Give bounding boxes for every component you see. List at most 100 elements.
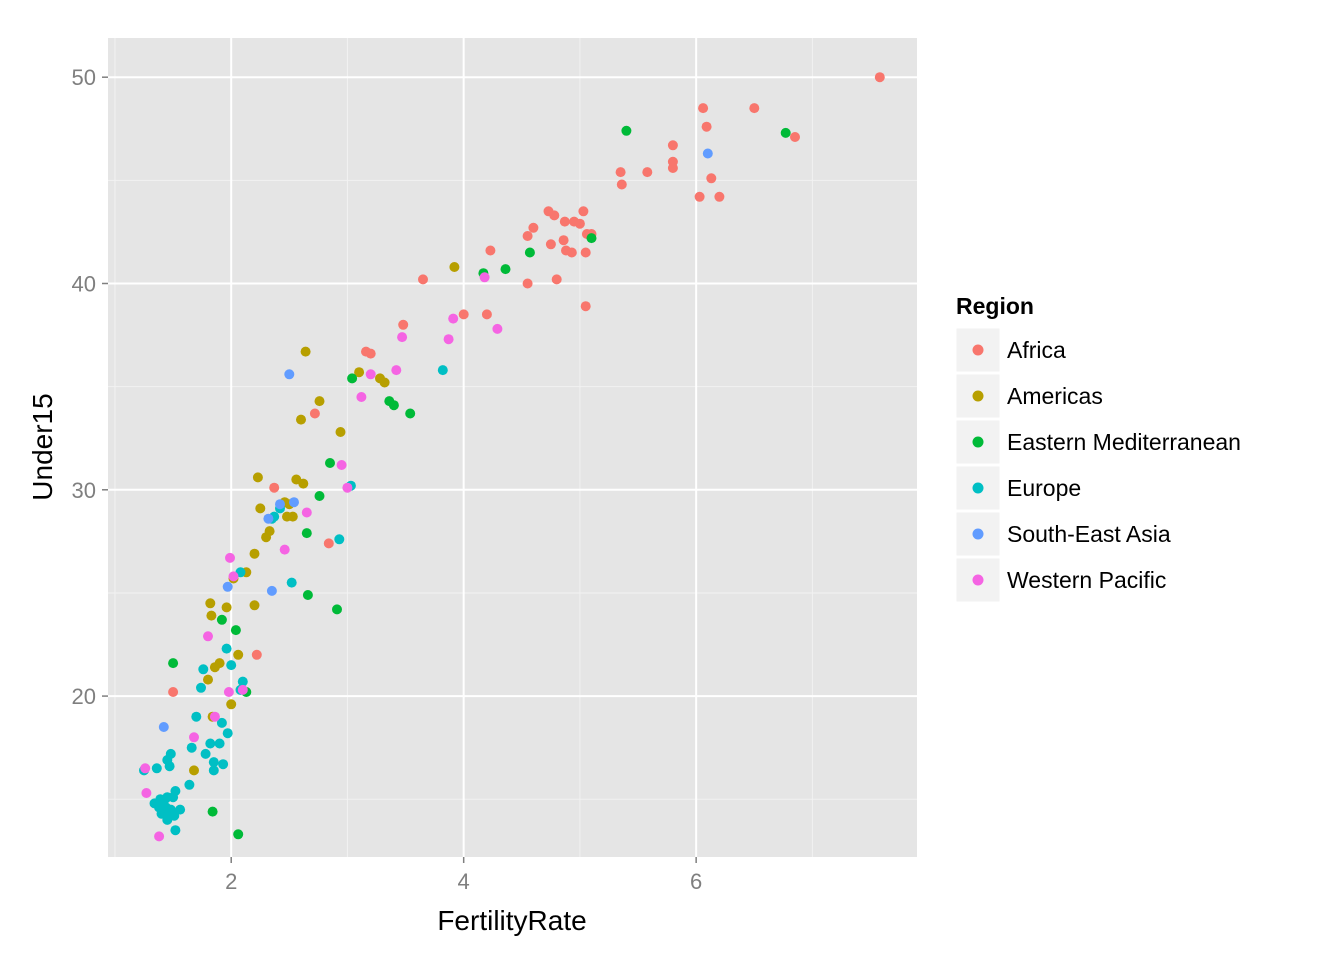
point-africa [458, 309, 469, 320]
point-africa [269, 482, 280, 493]
point-western-pacific [342, 482, 353, 493]
point-western-pacific [140, 763, 151, 774]
legend-label-western-pacific: Western Pacific [1007, 567, 1166, 593]
point-americas [449, 262, 460, 272]
point-africa [642, 167, 653, 178]
point-africa [559, 216, 570, 227]
point-western-pacific [223, 687, 234, 697]
x-tick-label: 4 [458, 869, 470, 894]
legend-label-europe: Europe [1007, 475, 1081, 501]
point-eastern-mediterranean [233, 829, 244, 840]
point-americas [249, 600, 260, 611]
point-americas [298, 478, 309, 489]
minor-gridlines [108, 38, 917, 857]
legend-key-western-pacific [955, 557, 1001, 603]
point-eastern-mediterranean [586, 233, 597, 244]
point-africa [309, 408, 320, 419]
y-tick-label: 30 [72, 478, 96, 503]
point-eastern-mediterranean [301, 528, 312, 539]
point-western-pacific [228, 571, 239, 582]
point-africa [667, 163, 678, 173]
point-western-pacific [225, 552, 235, 563]
y-tick-label: 20 [72, 684, 96, 709]
point-europe [200, 748, 211, 759]
point-africa [694, 191, 705, 202]
point-africa [615, 167, 626, 178]
point-eastern-mediterranean [207, 806, 218, 817]
legend-marker-europe [972, 482, 984, 494]
point-western-pacific [479, 272, 490, 283]
point-western-pacific [448, 313, 459, 324]
point-europe [208, 757, 219, 768]
point-africa [749, 103, 760, 114]
x-tick-label: 2 [225, 869, 237, 894]
x-tick-label: 6 [690, 869, 702, 894]
point-western-pacific [203, 631, 213, 642]
point-americas [252, 472, 263, 483]
y-tick-label: 40 [72, 271, 96, 296]
point-americas [354, 367, 365, 378]
point-africa [667, 140, 678, 151]
point-africa [706, 173, 717, 184]
point-south-east-asia [222, 581, 233, 592]
point-europe [170, 825, 181, 836]
point-africa [485, 245, 496, 256]
plot-panel [108, 38, 917, 857]
point-africa [574, 218, 585, 229]
point-europe [216, 717, 227, 728]
point-africa [481, 309, 492, 320]
point-south-east-asia [702, 148, 713, 159]
point-europe [237, 676, 248, 687]
point-eastern-mediterranean [314, 491, 325, 501]
point-africa [566, 247, 577, 258]
point-africa [714, 191, 725, 202]
point-south-east-asia [284, 369, 295, 380]
point-americas [300, 346, 311, 357]
point-south-east-asia [263, 513, 274, 524]
point-africa [580, 247, 591, 258]
point-americas [206, 610, 217, 621]
point-americas [255, 503, 266, 514]
point-europe [226, 660, 237, 671]
point-south-east-asia [158, 722, 169, 732]
point-europe [286, 577, 297, 588]
legend-label-americas: Americas [1007, 383, 1103, 409]
point-americas [261, 532, 272, 543]
point-africa [528, 222, 539, 233]
point-africa [323, 538, 334, 549]
legend-marker-eastern-mediterranean [972, 436, 984, 448]
point-europe [214, 738, 225, 749]
point-western-pacific [391, 365, 402, 376]
point-south-east-asia [289, 497, 299, 508]
point-western-pacific [443, 334, 454, 345]
point-western-pacific [141, 788, 152, 798]
point-eastern-mediterranean [621, 125, 632, 136]
y-tick-label: 50 [72, 65, 96, 90]
point-europe [221, 643, 232, 654]
point-africa [551, 274, 562, 285]
point-africa [701, 121, 712, 132]
point-europe [186, 742, 197, 753]
point-europe [437, 365, 448, 376]
point-africa [251, 649, 262, 660]
point-africa [874, 72, 885, 83]
point-europe [191, 711, 202, 722]
point-western-pacific [154, 831, 165, 842]
point-europe [164, 761, 175, 772]
point-africa [558, 235, 569, 246]
x-axis-title: FertilityRate [437, 905, 586, 936]
point-africa [790, 132, 800, 142]
point-western-pacific [189, 732, 199, 743]
point-africa [418, 274, 428, 285]
point-eastern-mediterranean [230, 625, 241, 636]
legend-label-south-east-asia: South-East Asia [1007, 521, 1171, 547]
point-europe [205, 738, 216, 749]
x-axis: 2 4 6 [225, 857, 702, 894]
point-europe [218, 759, 229, 770]
point-africa [545, 239, 556, 250]
point-africa [522, 231, 533, 241]
point-africa [578, 206, 589, 217]
legend-marker-western-pacific [972, 574, 984, 586]
point-africa [398, 319, 409, 330]
